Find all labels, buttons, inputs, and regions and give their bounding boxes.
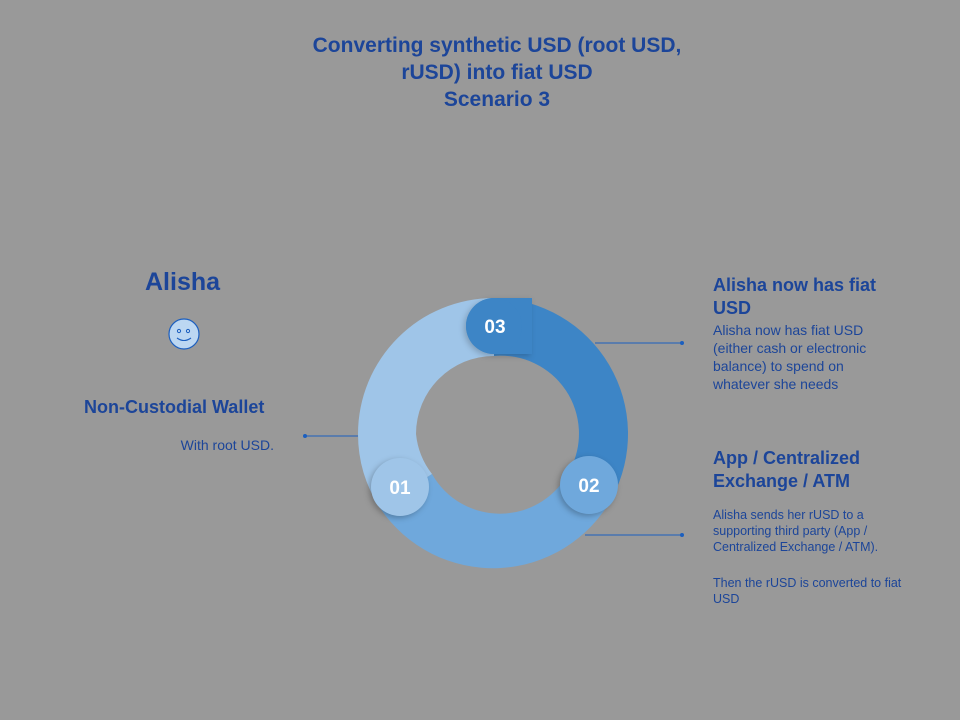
step-01-description: With root USD. bbox=[180, 437, 274, 453]
diagram-title: Converting synthetic USD (root USD, rUSD… bbox=[0, 32, 960, 113]
ring-segment-01 bbox=[358, 298, 494, 508]
step-02-title: App / Centralized Exchange / ATM bbox=[713, 448, 861, 491]
title-line-3: Scenario 3 bbox=[443, 88, 551, 111]
badge-number-01: 01 bbox=[389, 478, 411, 499]
connector-dot-step-03 bbox=[680, 341, 684, 345]
ring-segment-02 bbox=[380, 470, 612, 569]
badge-number-02: 02 bbox=[578, 476, 599, 497]
badge-number-03: 03 bbox=[484, 317, 505, 338]
step-02-description: Alisha sends her rUSD to a supporting th… bbox=[713, 508, 879, 554]
connector-dot-step-01 bbox=[303, 434, 307, 438]
smiley-face-icon bbox=[168, 318, 200, 350]
person-name: Alisha bbox=[145, 268, 221, 296]
connector-dot-step-02 bbox=[680, 533, 684, 537]
step-01-title: Non-Custodial Wallet bbox=[84, 397, 265, 417]
title-line-1: Converting synthetic USD (root USD, bbox=[312, 34, 682, 57]
title-line-2: rUSD) into fiat USD bbox=[401, 61, 593, 84]
badge-step-02 bbox=[560, 456, 618, 514]
badge-step-01 bbox=[371, 458, 429, 516]
step-02-note: Then the rUSD is converted to fiat USD bbox=[713, 576, 902, 606]
step-03-title: Alisha now has fiat USD bbox=[713, 275, 877, 318]
step-03-description: Alisha now has fiat USD (either cash or … bbox=[713, 322, 867, 392]
